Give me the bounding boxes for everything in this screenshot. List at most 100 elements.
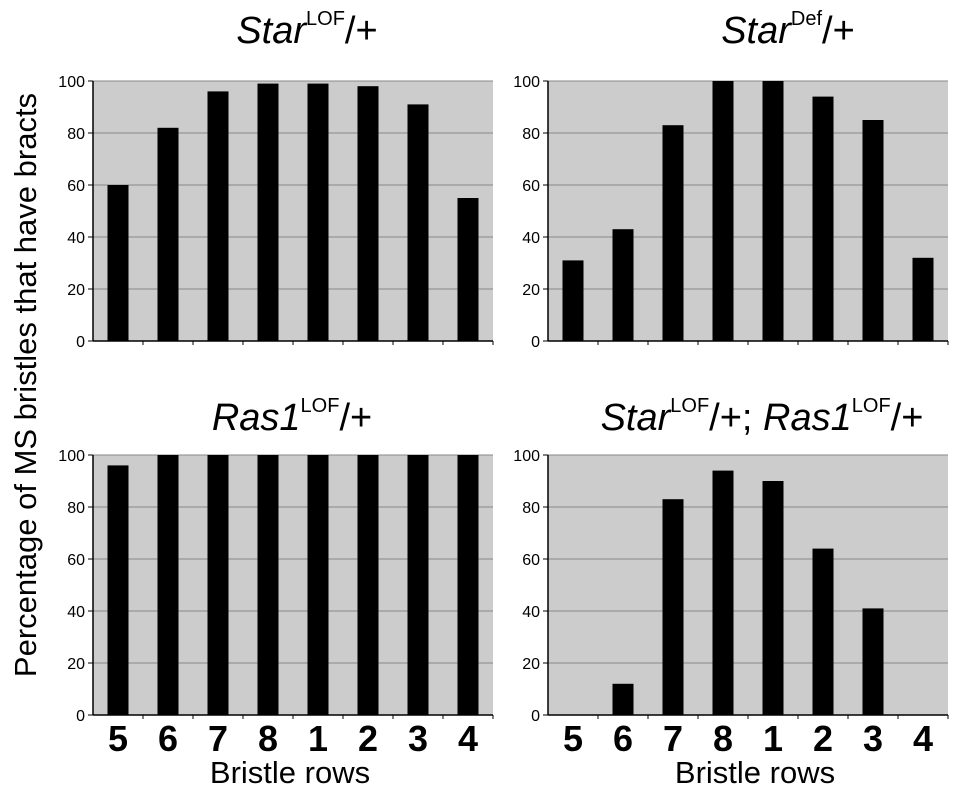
bar-6 <box>612 683 634 715</box>
bar-7 <box>207 455 229 715</box>
y-tick-label: 20 <box>522 656 540 673</box>
x-tick-label: 7 <box>663 718 683 758</box>
bar-4 <box>457 198 479 341</box>
panel-4-title: StarLOF/+; Ras1LOF/+ <box>600 395 924 440</box>
panel-1-title: StarLOF/+ <box>236 8 378 53</box>
y-tick-label: 40 <box>67 230 85 247</box>
y-tick-label: 100 <box>58 75 85 91</box>
plot-area <box>548 81 948 341</box>
chart-panel-star-ras1-lof: 0 20 40 60 80 100 5 6 7 8 1 2 3 4 <box>513 448 949 758</box>
y-tick-label: 100 <box>58 448 85 465</box>
bar-2 <box>357 86 379 341</box>
bar-4 <box>457 455 479 715</box>
chart-panel-ras1-lof: 0 20 40 60 80 100 5 6 7 8 1 2 3 4 <box>58 448 494 758</box>
plot-area <box>93 455 493 715</box>
bar-7 <box>662 125 684 341</box>
panel-4-title-sup: LOF <box>670 395 710 417</box>
y-tick-label: 20 <box>67 656 85 673</box>
panel-1-title-sup: LOF <box>306 8 345 30</box>
bar-6 <box>157 127 179 341</box>
x-tick-label: 2 <box>813 718 833 758</box>
bar-5 <box>107 465 129 715</box>
panel-4-title-sup2: LOF <box>851 395 891 417</box>
bar-1 <box>762 81 784 341</box>
bar-1 <box>762 481 784 715</box>
panel-4-title-rest: /+; <box>709 397 764 439</box>
y-tick-label: 40 <box>522 230 540 247</box>
y-tick-label: 60 <box>67 552 85 569</box>
y-tick-label: 60 <box>522 552 540 569</box>
y-tick-label: 20 <box>67 282 85 299</box>
y-tick-label: 0 <box>76 334 85 351</box>
plot-area <box>93 81 493 341</box>
panel-3-title: Ras1LOF/+ <box>211 395 373 440</box>
panel-4-title-main: Star <box>600 397 671 439</box>
x-tick-label: 1 <box>763 718 783 758</box>
y-tick-label: 100 <box>513 75 540 91</box>
bar-3 <box>862 120 884 341</box>
bar-2 <box>812 96 834 341</box>
bar-8 <box>257 455 279 715</box>
y-tick-label: 60 <box>522 178 540 195</box>
panel-2-title-rest: /+ <box>822 10 855 52</box>
bar-8 <box>712 81 734 341</box>
y-tick-label: 0 <box>531 334 540 351</box>
x-tick-label: 4 <box>458 718 478 758</box>
panel-1-title-main: Star <box>236 10 307 52</box>
bar-6 <box>612 229 634 341</box>
panel-3-title-main: Ras1 <box>211 397 301 439</box>
panel-2-title: StarDef/+ <box>721 8 855 53</box>
x-tick-label: 3 <box>408 718 428 758</box>
bar-8 <box>712 470 734 715</box>
y-tick-label: 80 <box>67 126 85 143</box>
chart-panel-star-lof: 0 20 40 60 80 100 <box>58 75 494 351</box>
bar-1 <box>307 83 329 341</box>
x-tick-label: 8 <box>258 718 278 758</box>
x-tick-label: 2 <box>358 718 378 758</box>
x-tick-label: 5 <box>563 718 583 758</box>
y-tick-label: 100 <box>513 448 540 465</box>
panel-3-title-sup: LOF <box>300 395 340 417</box>
x-tick-label: 4 <box>913 718 933 758</box>
y-tick-label: 80 <box>67 500 85 517</box>
y-tick-label: 80 <box>522 126 540 143</box>
bar-3 <box>407 455 429 715</box>
bar-8 <box>257 83 279 341</box>
plot-area <box>548 455 948 715</box>
x-tick-label: 7 <box>208 718 228 758</box>
x-tick-label: 5 <box>108 718 128 758</box>
panel-3-x-axis-label: Bristle rows <box>209 755 371 790</box>
x-tick-label: 1 <box>308 718 328 758</box>
y-tick-label: 0 <box>76 708 85 725</box>
bar-7 <box>662 499 684 715</box>
panel-4-title-rest2: /+ <box>890 397 924 439</box>
y-tick-label: 40 <box>522 604 540 621</box>
panel-1-title-rest: /+ <box>344 10 378 52</box>
bar-4 <box>912 257 934 341</box>
y-tick-label: 80 <box>522 500 540 517</box>
chart-panel-star-def: 0 20 40 60 80 100 <box>513 75 949 351</box>
y-tick-label: 20 <box>522 282 540 299</box>
x-tick-label: 3 <box>863 718 883 758</box>
panel-3-title-rest: /+ <box>339 397 373 439</box>
y-tick-label: 40 <box>67 604 85 621</box>
panel-2-title-main: Star <box>721 10 791 52</box>
bar-1 <box>307 455 329 715</box>
bar-7 <box>207 91 229 342</box>
x-tick-label: 8 <box>713 718 733 758</box>
bar-5 <box>562 260 584 341</box>
panel-4-x-axis-label: Bristle rows <box>674 755 836 790</box>
bar-3 <box>862 608 884 715</box>
y-tick-label: 0 <box>531 708 540 725</box>
panel-4-title-main2: Ras1 <box>763 397 852 439</box>
bar-5 <box>107 185 129 341</box>
x-tick-label: 6 <box>613 718 633 758</box>
y-axis-label: Percentage of MS bristles that have brac… <box>8 92 43 678</box>
bar-3 <box>407 104 429 342</box>
bar-2 <box>812 548 834 715</box>
bar-6 <box>157 455 179 715</box>
panel-2-title-sup: Def <box>790 8 823 30</box>
x-tick-label: 6 <box>158 718 178 758</box>
y-tick-label: 60 <box>67 178 85 195</box>
